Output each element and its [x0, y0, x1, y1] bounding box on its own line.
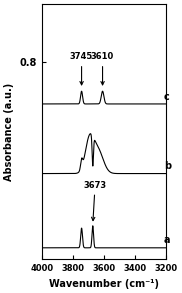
Y-axis label: Absorbance (a.u.): Absorbance (a.u.): [4, 83, 14, 181]
Text: 3610: 3610: [91, 52, 114, 85]
Text: 3745: 3745: [70, 52, 93, 85]
Text: 3673: 3673: [84, 180, 107, 221]
Text: a: a: [164, 236, 170, 246]
Text: c: c: [164, 92, 170, 102]
Text: b: b: [164, 161, 171, 171]
X-axis label: Wavenumber (cm⁻¹): Wavenumber (cm⁻¹): [49, 279, 159, 289]
